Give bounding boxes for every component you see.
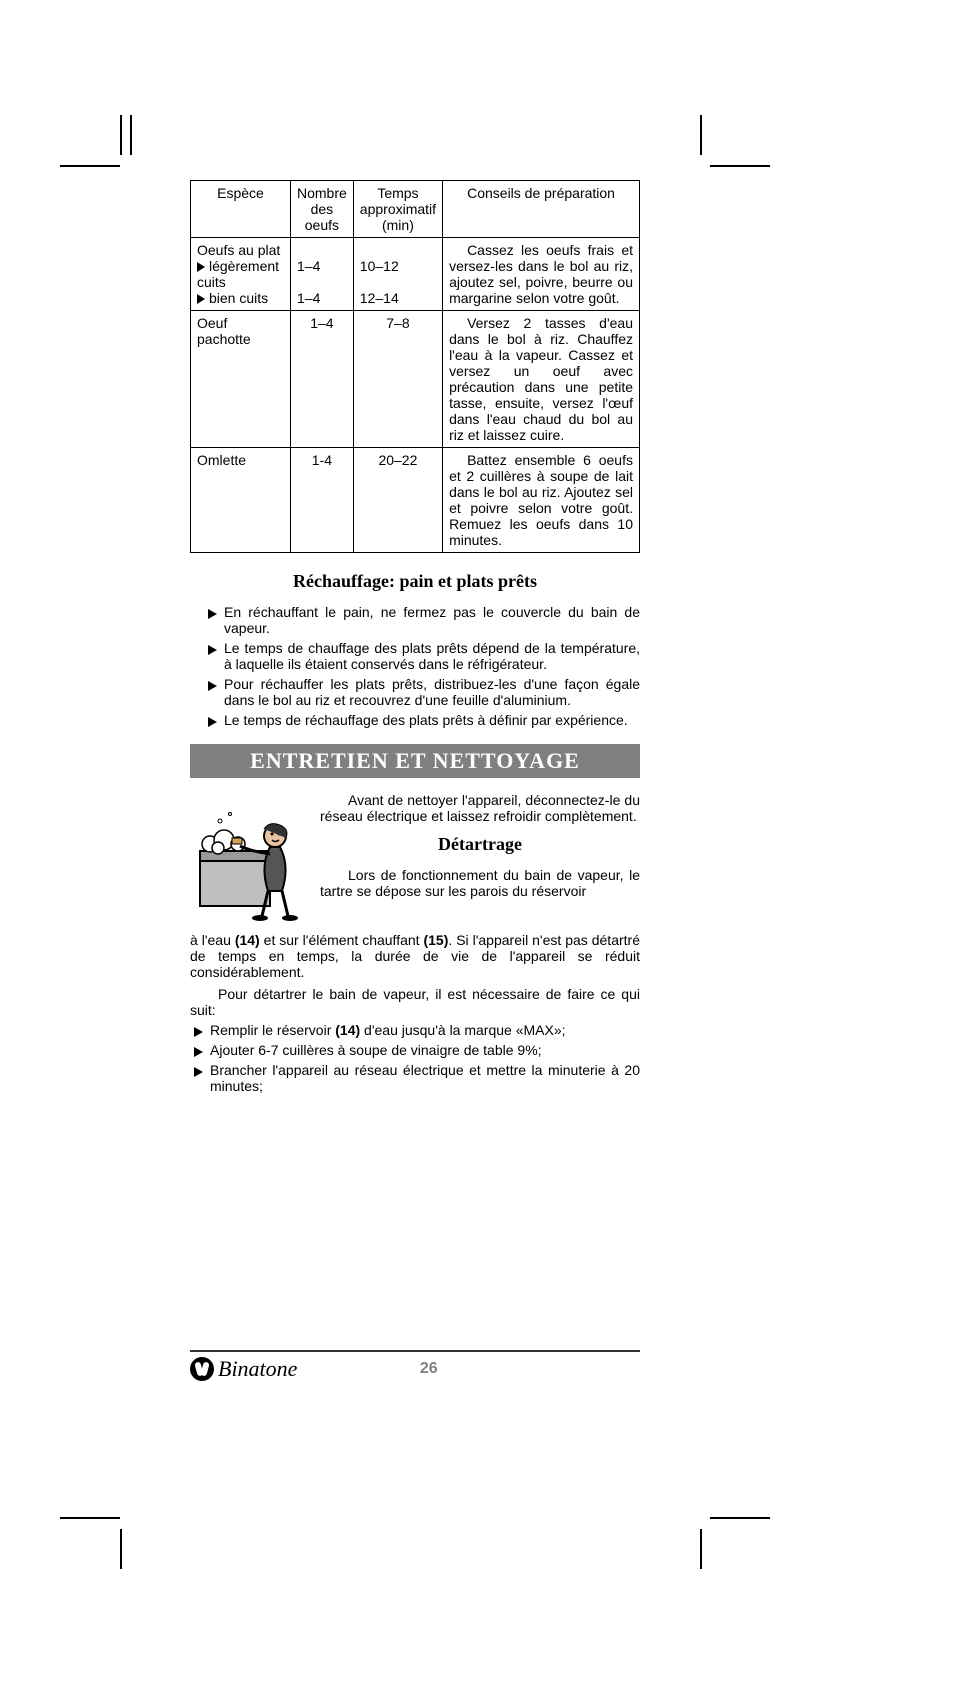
- entretien-block: Avant de nettoyer l'appareil, déconnecte…: [190, 792, 640, 1094]
- text-span: à l'eau: [190, 932, 235, 948]
- crop-mark: [700, 115, 702, 155]
- list-item: Le temps de réchauffage des plats prêts …: [208, 712, 640, 728]
- triangle-icon: [197, 262, 205, 272]
- text-span: Remplir le réservoir: [210, 1022, 335, 1038]
- th-nombre: Nombre des oeufs: [291, 181, 354, 238]
- page-number: 26: [217, 1360, 640, 1378]
- crop-mark: [710, 165, 770, 167]
- espece-label: Oeufs au plat: [197, 242, 284, 258]
- ref-bold: (14): [235, 932, 260, 948]
- text-span: Ajouter 6-7 cuillères à soupe de vinaigr…: [210, 1042, 542, 1058]
- crop-mark: [60, 1517, 120, 1519]
- crop-mark: [700, 1529, 702, 1569]
- text-span: Pour détartrer le bain de vapeur, il est…: [190, 986, 640, 1018]
- espece-label: Oeuf pachotte: [191, 311, 291, 448]
- cell-value: 12–14: [360, 290, 436, 306]
- ref-bold: (15): [423, 932, 448, 948]
- rechauffage-list: En réchauffant le pain, ne fermez pas le…: [190, 604, 640, 728]
- cell-value: 10–12: [360, 258, 436, 274]
- table-row: Oeuf pachotte 1–4 7–8 Versez 2 tasses d'…: [191, 311, 640, 448]
- cleaning-illustration: [190, 796, 310, 926]
- cell-value: 1–4: [291, 311, 354, 448]
- crop-mark: [120, 1529, 122, 1569]
- espece-sub: bien cuits: [209, 290, 268, 306]
- table-row: Omlette 1-4 20–22 Battez ensemble 6 oeuf…: [191, 448, 640, 553]
- cell-value: 1–4: [297, 258, 347, 274]
- espece-label: Omlette: [191, 448, 291, 553]
- page-content: Espèce Nombre des oeufs Temps approximat…: [190, 180, 640, 1098]
- crop-mark: [130, 115, 132, 155]
- text-span: d'eau jusqu'à la marque «MAX»;: [360, 1022, 565, 1038]
- footer-rule: [190, 1350, 640, 1352]
- th-temps: Temps approximatif (min): [353, 181, 442, 238]
- table-row: Oeufs au plat légèrement cuits bien cuit…: [191, 238, 640, 311]
- cell-value: 7–8: [353, 311, 442, 448]
- section-banner: ENTRETIEN ET NETTOYAGE: [190, 744, 640, 778]
- cell-value: 20–22: [353, 448, 442, 553]
- list-item: Remplir le réservoir (14) d'eau jusqu'à …: [194, 1022, 640, 1038]
- espece-sub: légèrement cuits: [197, 258, 279, 290]
- cell-value: 1-4: [291, 448, 354, 553]
- detartrage-p2: Pour détartrer le bain de vapeur, il est…: [190, 986, 640, 1018]
- list-item: En réchauffant le pain, ne fermez pas le…: [208, 604, 640, 636]
- list-item: Pour réchauffer les plats prêts, distrib…: [208, 676, 640, 708]
- cell-value: 1–4: [297, 290, 347, 306]
- text-span: et sur l'élément chauffant: [260, 932, 424, 948]
- th-espece: Espèce: [191, 181, 291, 238]
- ref-bold: (14): [335, 1022, 360, 1038]
- cooking-table: Espèce Nombre des oeufs Temps approximat…: [190, 180, 640, 553]
- crop-mark: [120, 115, 122, 155]
- crop-mark: [710, 1517, 770, 1519]
- list-item: Ajouter 6-7 cuillères à soupe de vinaigr…: [194, 1042, 640, 1058]
- cell-conseils: Cassez les oeufs frais et versez-les dan…: [443, 238, 640, 311]
- th-conseils: Conseils de préparation: [443, 181, 640, 238]
- list-item: Le temps de chauffage des plats prêts dé…: [208, 640, 640, 672]
- crop-mark: [60, 165, 120, 167]
- detartrage-p1b: à l'eau (14) et sur l'élément chauffant …: [190, 932, 640, 980]
- triangle-icon: [197, 294, 205, 304]
- detartrage-steps: Remplir le réservoir (14) d'eau jusqu'à …: [190, 1022, 640, 1094]
- cell-conseils: Battez ensemble 6 oeufs et 2 cuillères à…: [443, 448, 640, 553]
- rechauffage-heading: Réchauffage: pain et plats prêts: [190, 571, 640, 592]
- list-item: Brancher l'appareil au réseau électrique…: [194, 1062, 640, 1094]
- text-span: Brancher l'appareil au réseau électrique…: [210, 1062, 640, 1094]
- page-footer: Binatone 26: [190, 1350, 640, 1382]
- cell-conseils: Versez 2 tasses d'eau dans le bol à riz.…: [443, 311, 640, 448]
- logo-mark-icon: [190, 1357, 214, 1381]
